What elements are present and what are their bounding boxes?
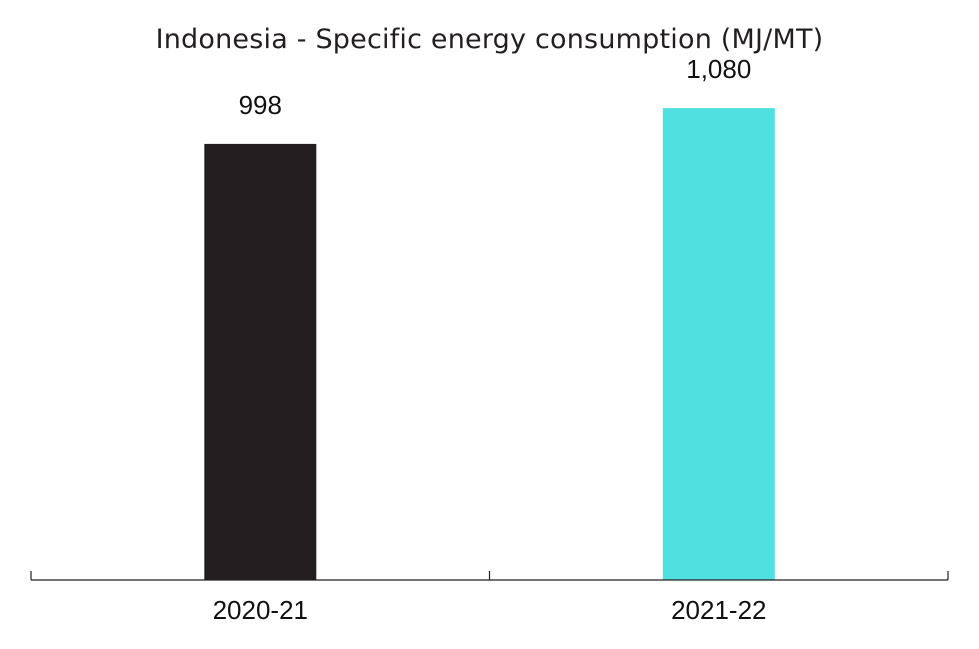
chart-title: Indonesia - Specific energy consumption … [155,24,824,55]
x-tick-label-2021-22: 2021-22 [671,595,766,625]
bars-layer [204,108,775,580]
data-label-2021-22: 1,080 [686,54,751,84]
x-tick-label-2020-21: 2020-21 [213,595,308,625]
labels-layer: 998 2020-21 1,080 2021-22 [213,54,767,625]
data-label-2020-21: 998 [239,90,282,120]
bar-2020-21 [204,143,317,580]
x-axis [30,571,949,581]
bar-2021-22 [662,108,775,580]
